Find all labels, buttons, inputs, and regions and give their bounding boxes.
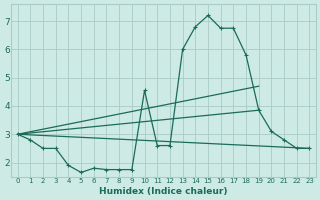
X-axis label: Humidex (Indice chaleur): Humidex (Indice chaleur) bbox=[99, 187, 228, 196]
